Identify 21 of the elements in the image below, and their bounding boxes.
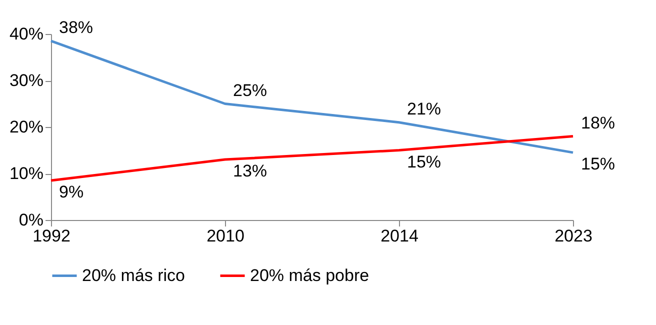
x-tick-label: 1992 <box>32 226 70 246</box>
data-label: 15% <box>407 152 442 172</box>
y-tick-label: 20% <box>9 118 44 136</box>
y-tick-label: 0% <box>18 210 44 230</box>
line-series <box>50 40 574 154</box>
data-label: 38% <box>59 18 94 37</box>
x-tick-label: 2014 <box>380 226 418 246</box>
y-tick-label: 30% <box>9 71 44 90</box>
data-label: 9% <box>59 182 84 202</box>
x-tick-label: 2010 <box>206 226 244 246</box>
legend-label: 20% más rico <box>82 266 185 285</box>
x-tick-label: 2023 <box>554 226 592 246</box>
legend-label: 20% más pobre <box>250 266 370 285</box>
data-label: 15% <box>581 154 616 174</box>
data-label: 18% <box>581 113 616 132</box>
data-label: 21% <box>407 99 442 118</box>
y-tick-label: 10% <box>9 164 44 183</box>
data-label: 13% <box>233 162 268 181</box>
y-tick-label: 40% <box>9 24 44 44</box>
line-series <box>50 135 574 182</box>
data-label: 25% <box>233 80 268 100</box>
